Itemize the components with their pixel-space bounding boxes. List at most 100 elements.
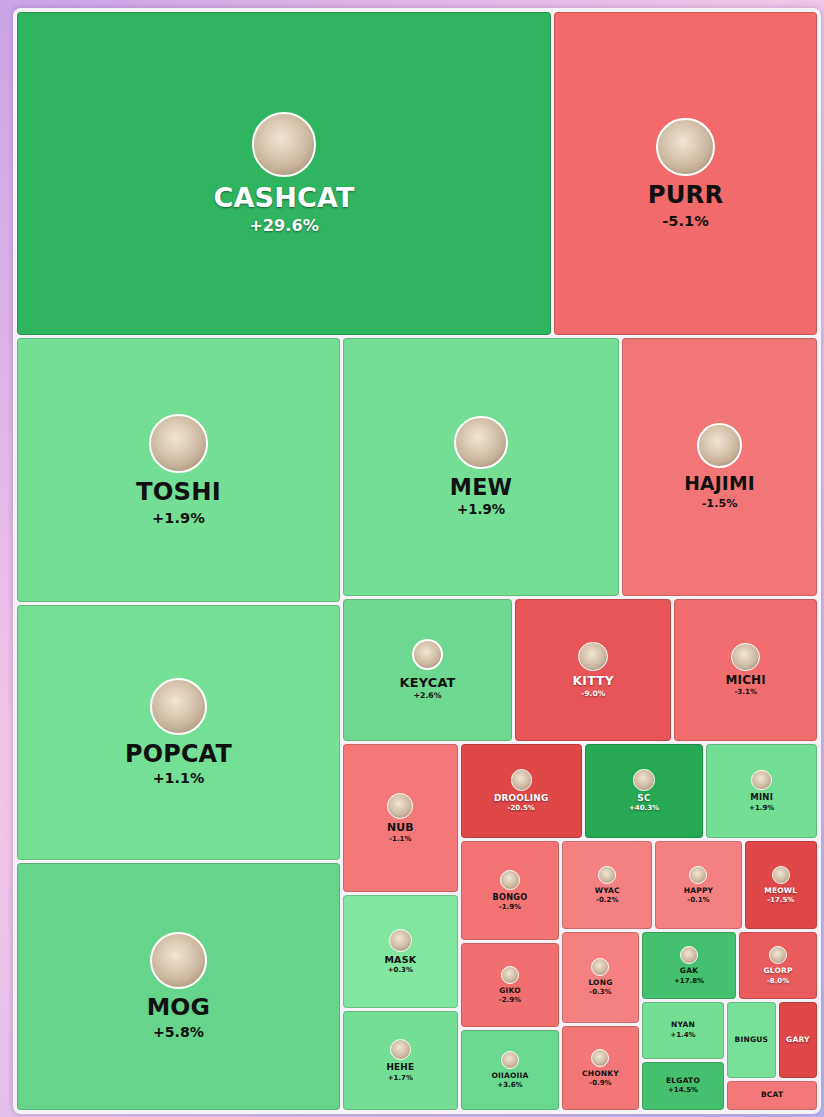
treemap-tile: ELGATO+14.5% bbox=[642, 1062, 724, 1110]
tile-change: -0.3% bbox=[589, 988, 611, 996]
treemap-tile: LONG-0.3% bbox=[562, 932, 639, 1022]
treemap-tile: WYAC-0.2% bbox=[562, 841, 652, 929]
coin-icon bbox=[598, 866, 616, 884]
tile-change: +1.9% bbox=[457, 502, 505, 518]
treemap-tile: CHONKY-0.9% bbox=[562, 1026, 639, 1110]
coin-icon bbox=[150, 678, 207, 735]
tile-name: LONG bbox=[588, 979, 612, 987]
treemap-tile: POPCAT +1.1% bbox=[17, 605, 340, 859]
tile-change: -1.5% bbox=[702, 497, 738, 510]
treemap-tile: HAJIMI -1.5% bbox=[622, 338, 817, 595]
treemap-tile: MEOWL-17.5% bbox=[745, 841, 817, 929]
tile-change: +1.9% bbox=[749, 804, 774, 812]
coin-icon bbox=[252, 112, 317, 177]
treemap-tile: HAPPY-0.1% bbox=[655, 841, 741, 929]
coin-icon bbox=[689, 866, 707, 884]
treemap-tile: NUB-1.1% bbox=[343, 744, 458, 892]
treemap-tile: SC+40.3% bbox=[585, 744, 704, 838]
coin-icon bbox=[454, 416, 507, 469]
tile-name: BCAT bbox=[761, 1091, 783, 1099]
tile-change: -17.5% bbox=[767, 896, 794, 904]
tile-name: POPCAT bbox=[125, 741, 232, 767]
tile-change: -0.1% bbox=[687, 896, 709, 904]
treemap-tile: MEW+1.9% bbox=[343, 338, 619, 595]
tile-change: +17.8% bbox=[674, 977, 704, 985]
tile-name: HAJIMI bbox=[684, 474, 755, 495]
tile-name: DROOLING bbox=[494, 794, 549, 804]
tile-change: -1.9% bbox=[499, 903, 521, 911]
tile-name: KITTY bbox=[573, 674, 614, 688]
tile-change: -5.1% bbox=[662, 212, 709, 230]
coin-icon bbox=[591, 1049, 609, 1067]
coin-icon bbox=[731, 643, 760, 672]
coin-icon bbox=[680, 946, 698, 964]
tile-name: MINI bbox=[750, 793, 773, 802]
coin-icon bbox=[149, 414, 207, 472]
tile-name: OIIAOIIA bbox=[491, 1072, 528, 1080]
treemap-tile: GIKO-2.9% bbox=[461, 943, 559, 1026]
treemap-tile: GLORP-8.0% bbox=[739, 932, 817, 998]
tile-name: ELGATO bbox=[666, 1077, 700, 1085]
treemap-tile: MINI +1.9% bbox=[706, 744, 817, 838]
treemap-tile: HEHE+1.7% bbox=[343, 1011, 458, 1110]
treemap-tile: MASK+0.3% bbox=[343, 895, 458, 1008]
tile-name: TOSHI bbox=[136, 479, 221, 506]
tile-name: GIKO bbox=[499, 987, 521, 995]
treemap-tile: MICHI-3.1% bbox=[674, 599, 817, 741]
treemap-tile: DROOLING-20.5% bbox=[461, 744, 582, 838]
tile-name: MASK bbox=[384, 955, 416, 965]
treemap-tile: MOG +5.8% bbox=[17, 863, 340, 1110]
treemap-tile: OIIAOIIA+3.6% bbox=[461, 1030, 559, 1110]
tile-name: SC bbox=[637, 794, 650, 804]
tile-name: MEOWL bbox=[764, 887, 797, 895]
tile-change: -3.1% bbox=[734, 688, 757, 697]
tile-name: GARY bbox=[786, 1036, 810, 1044]
tile-change: +1.7% bbox=[388, 1074, 413, 1082]
coin-icon bbox=[656, 118, 714, 176]
tile-name: KEYCAT bbox=[399, 676, 455, 690]
coin-icon bbox=[387, 793, 413, 819]
tile-change: -9.0% bbox=[581, 689, 605, 698]
tile-name: MICHI bbox=[726, 674, 766, 687]
tile-name: HAPPY bbox=[684, 887, 714, 895]
treemap-tile: KITTY-9.0% bbox=[515, 599, 671, 741]
coin-icon bbox=[501, 966, 519, 984]
treemap-tile: PURR-5.1% bbox=[554, 12, 817, 335]
coin-icon bbox=[390, 1039, 411, 1060]
tile-name: HEHE bbox=[386, 1063, 414, 1073]
coin-icon bbox=[591, 958, 609, 976]
tile-name: GAK bbox=[680, 967, 698, 975]
coin-icon bbox=[501, 1051, 519, 1069]
tile-name: WYAC bbox=[595, 887, 620, 895]
coin-icon bbox=[769, 946, 787, 964]
tile-change: +40.3% bbox=[629, 804, 659, 812]
tile-name: BINGUS bbox=[735, 1036, 769, 1044]
treemap-tile: GARY bbox=[779, 1002, 817, 1078]
tile-change: -20.5% bbox=[508, 804, 535, 812]
tile-name: NYAN bbox=[671, 1021, 695, 1029]
tile-change: +1.4% bbox=[670, 1031, 695, 1039]
treemap-tile: BCAT bbox=[727, 1081, 817, 1110]
coin-icon bbox=[697, 423, 742, 468]
tile-change: +14.5% bbox=[668, 1086, 698, 1094]
tile-name: MOG bbox=[147, 995, 211, 1021]
coin-icon bbox=[412, 639, 443, 670]
tile-change: +1.1% bbox=[153, 770, 205, 787]
coin-icon bbox=[578, 642, 608, 672]
coin-icon bbox=[150, 932, 207, 989]
tile-change: -1.1% bbox=[389, 835, 411, 843]
treemap-tile: BINGUS bbox=[727, 1002, 776, 1078]
tile-change: +5.8% bbox=[153, 1024, 204, 1041]
coin-icon bbox=[633, 769, 654, 790]
tile-name: CASHCAT bbox=[213, 183, 354, 213]
tile-change: +3.6% bbox=[497, 1081, 522, 1089]
tile-change: +1.9% bbox=[152, 509, 205, 527]
coin-icon bbox=[500, 870, 520, 890]
tile-change: +29.6% bbox=[249, 216, 319, 235]
coin-icon bbox=[511, 769, 532, 790]
tile-change: -0.9% bbox=[589, 1079, 611, 1087]
treemap-tile: GAK +17.8% bbox=[642, 932, 736, 998]
treemap-tile: NYAN +1.4% bbox=[642, 1002, 724, 1059]
tile-change: +2.6% bbox=[413, 691, 441, 700]
tile-name: CHONKY bbox=[582, 1070, 619, 1078]
